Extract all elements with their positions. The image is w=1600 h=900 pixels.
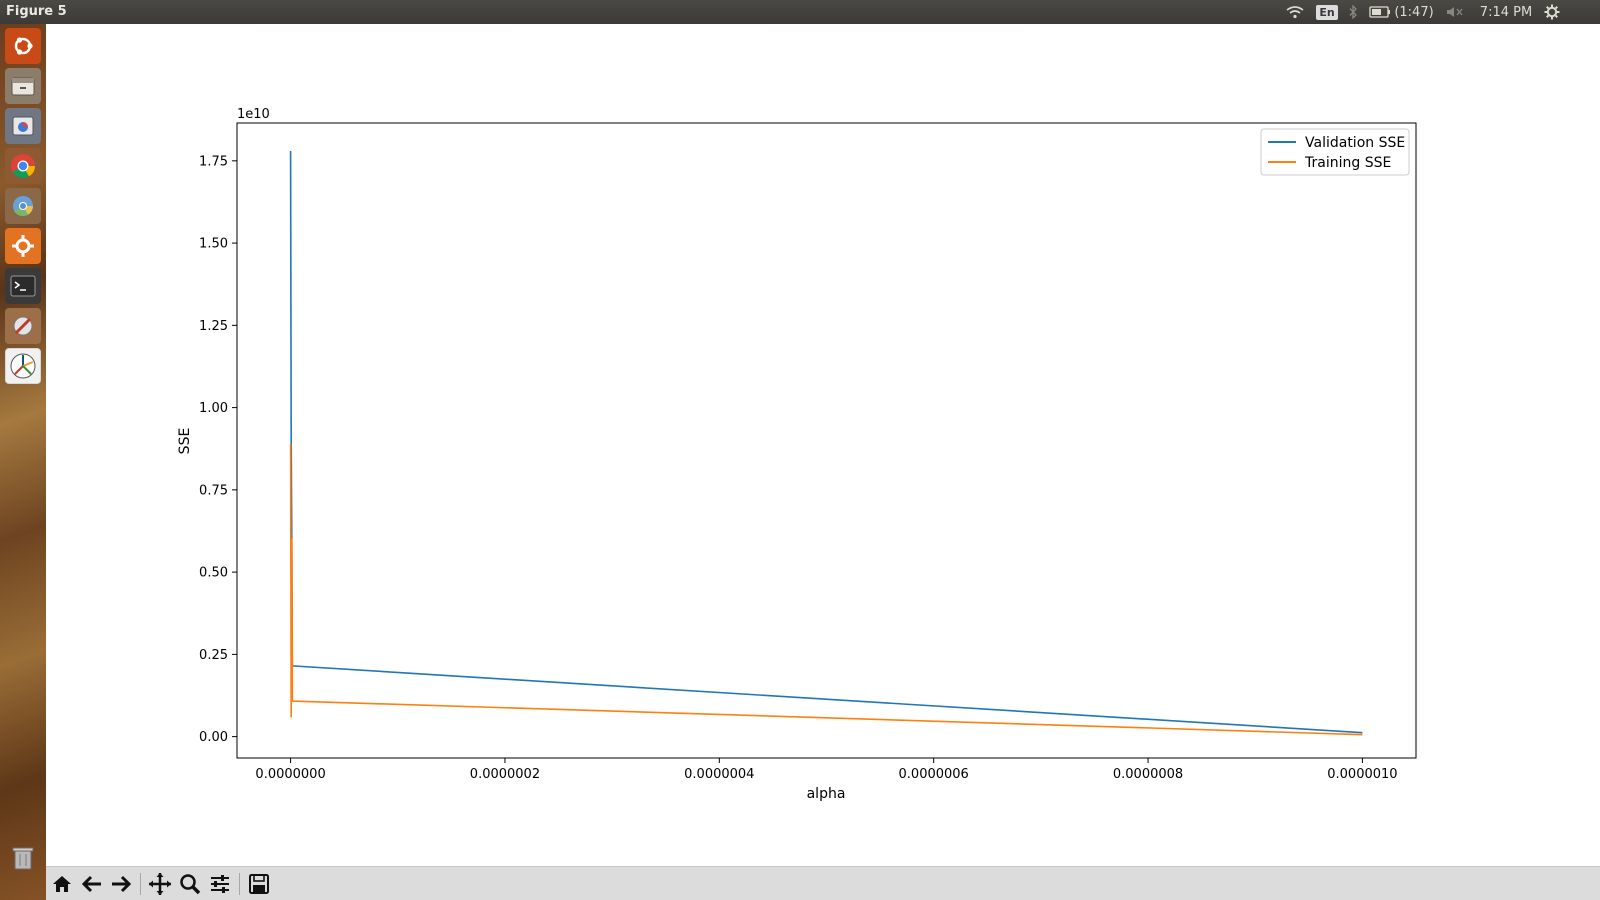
x-axis: 0.0000000 0.0000002 0.0000004 0.0000006 0.00…: [255, 758, 1398, 782]
y-tick-label: 0.50: [199, 566, 228, 581]
legend-label: Validation SSE: [1305, 135, 1405, 151]
home-icon[interactable]: [48, 870, 76, 898]
language-indicator[interactable]: En: [1316, 0, 1338, 24]
plot-background: [237, 123, 1416, 758]
toolbar-separator: [140, 873, 141, 895]
y-axis-label: SSE: [177, 428, 193, 455]
terminal-icon[interactable]: [5, 268, 41, 304]
series-layer: [289, 150, 1363, 736]
legend: Validation SSE Training SSE: [1260, 128, 1410, 176]
x-tick-label: 0.0000006: [899, 767, 969, 782]
trash-icon[interactable]: [5, 840, 41, 876]
battery-icon[interactable]: [1368, 0, 1392, 24]
plot-area: [236, 122, 1417, 759]
navigation-toolbar: [46, 866, 1600, 900]
volume-muted-icon[interactable]: [1444, 0, 1466, 24]
y-tick-label: 1.00: [199, 401, 228, 416]
x-tick-label: 0.0000002: [470, 767, 540, 782]
y-tick-label: 1.25: [199, 319, 228, 334]
window-title: Figure 5: [6, 4, 67, 19]
power-gear-icon[interactable]: [1542, 0, 1562, 24]
pan-icon[interactable]: [146, 870, 174, 898]
y-tick-label: 0.75: [199, 483, 228, 498]
bluetooth-icon[interactable]: [1346, 0, 1360, 24]
top-panel: Figure 5 En (1:47) 7:14 PM: [0, 0, 1600, 24]
software-updater-icon[interactable]: [5, 308, 41, 344]
y-tick-label: 1.50: [199, 237, 228, 252]
system-settings-icon[interactable]: [5, 228, 41, 264]
x-tick-label: 0.0000004: [684, 767, 754, 782]
y-tick-label: 0.25: [199, 648, 228, 663]
chrome-alt-icon[interactable]: [5, 188, 41, 224]
language-badge: En: [1316, 4, 1338, 20]
matplotlib-figure-icon[interactable]: [5, 348, 41, 384]
series-line-1: [289, 443, 1363, 736]
clock[interactable]: 7:14 PM: [1479, 4, 1533, 20]
y-tick-label: 0.00: [199, 730, 228, 745]
legend-box: [1260, 128, 1410, 176]
legend-label: Training SSE: [1304, 155, 1391, 171]
wifi-icon[interactable]: [1284, 0, 1306, 24]
x-axis-label: alpha: [807, 786, 846, 802]
y-offset-text: 1e10: [237, 107, 270, 122]
back-icon[interactable]: [78, 870, 106, 898]
y-axis: 0.00 0.25 0.50 0.75 1.00 1.25 1.50 1.75: [199, 154, 237, 745]
zoom-icon[interactable]: [176, 870, 204, 898]
figure-canvas[interactable]: 0.0000000 0.0000002 0.0000004 0.0000006 0.00…: [46, 24, 1600, 866]
forward-icon[interactable]: [107, 870, 135, 898]
x-tick-label: 0.0000008: [1113, 767, 1183, 782]
launcher: [0, 24, 46, 900]
plot-frame: [236, 122, 1417, 759]
x-tick-label: 0.0000000: [255, 767, 325, 782]
save-icon[interactable]: [245, 870, 273, 898]
x-tick-label: 0.0000010: [1327, 767, 1397, 782]
chromium-icon[interactable]: [5, 108, 41, 144]
ubuntu-dash-icon[interactable]: [5, 28, 41, 64]
files-icon[interactable]: [5, 68, 41, 104]
configure-subplots-icon[interactable]: [206, 870, 234, 898]
battery-time[interactable]: (1:47): [1394, 4, 1434, 20]
y-tick-label: 1.75: [199, 154, 228, 169]
toolbar-separator: [239, 873, 240, 895]
chrome-icon[interactable]: [5, 148, 41, 184]
chart: 0.0000000 0.0000002 0.0000004 0.0000006 0.00…: [177, 107, 1417, 802]
